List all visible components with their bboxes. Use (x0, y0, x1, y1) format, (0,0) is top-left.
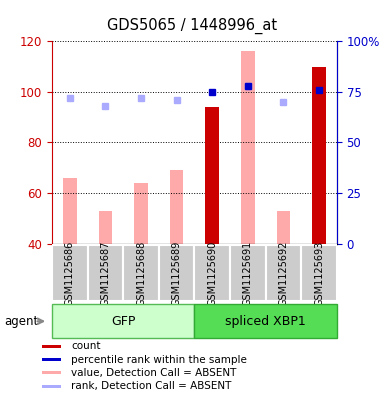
Bar (42, 385, 61, 387)
Bar (42, 358, 61, 361)
Text: agent: agent (4, 315, 38, 328)
Bar (123, 245, 159, 301)
Text: count: count (71, 341, 100, 351)
Bar (194, 245, 230, 301)
Bar (52, 245, 88, 301)
Bar (52, 305, 194, 338)
Text: GSM1125688: GSM1125688 (136, 241, 146, 306)
Bar (277, 211, 290, 244)
Bar (312, 66, 326, 244)
Bar (159, 245, 194, 301)
Bar (206, 107, 219, 244)
Text: GSM1125693: GSM1125693 (314, 241, 324, 306)
Bar (134, 183, 148, 244)
Text: GSM1125689: GSM1125689 (172, 241, 182, 306)
Text: GFP: GFP (111, 315, 136, 328)
Text: rank, Detection Call = ABSENT: rank, Detection Call = ABSENT (71, 381, 231, 391)
Text: GSM1125687: GSM1125687 (100, 241, 110, 306)
Bar (301, 245, 337, 301)
Bar (194, 305, 337, 338)
Text: spliced XBP1: spliced XBP1 (225, 315, 306, 328)
Text: value, Detection Call = ABSENT: value, Detection Call = ABSENT (71, 368, 236, 378)
Text: GDS5065 / 1448996_at: GDS5065 / 1448996_at (107, 18, 278, 34)
Text: GSM1125691: GSM1125691 (243, 241, 253, 306)
Bar (63, 178, 77, 244)
Text: GSM1125690: GSM1125690 (207, 241, 217, 306)
Bar (170, 170, 183, 244)
Bar (42, 345, 61, 348)
Text: GSM1125692: GSM1125692 (278, 241, 288, 306)
Bar (99, 211, 112, 244)
Bar (42, 371, 61, 374)
Bar (88, 245, 123, 301)
Text: percentile rank within the sample: percentile rank within the sample (71, 354, 247, 365)
Text: GSM1125686: GSM1125686 (65, 241, 75, 306)
Bar (230, 245, 266, 301)
Bar (266, 245, 301, 301)
Bar (241, 51, 254, 244)
